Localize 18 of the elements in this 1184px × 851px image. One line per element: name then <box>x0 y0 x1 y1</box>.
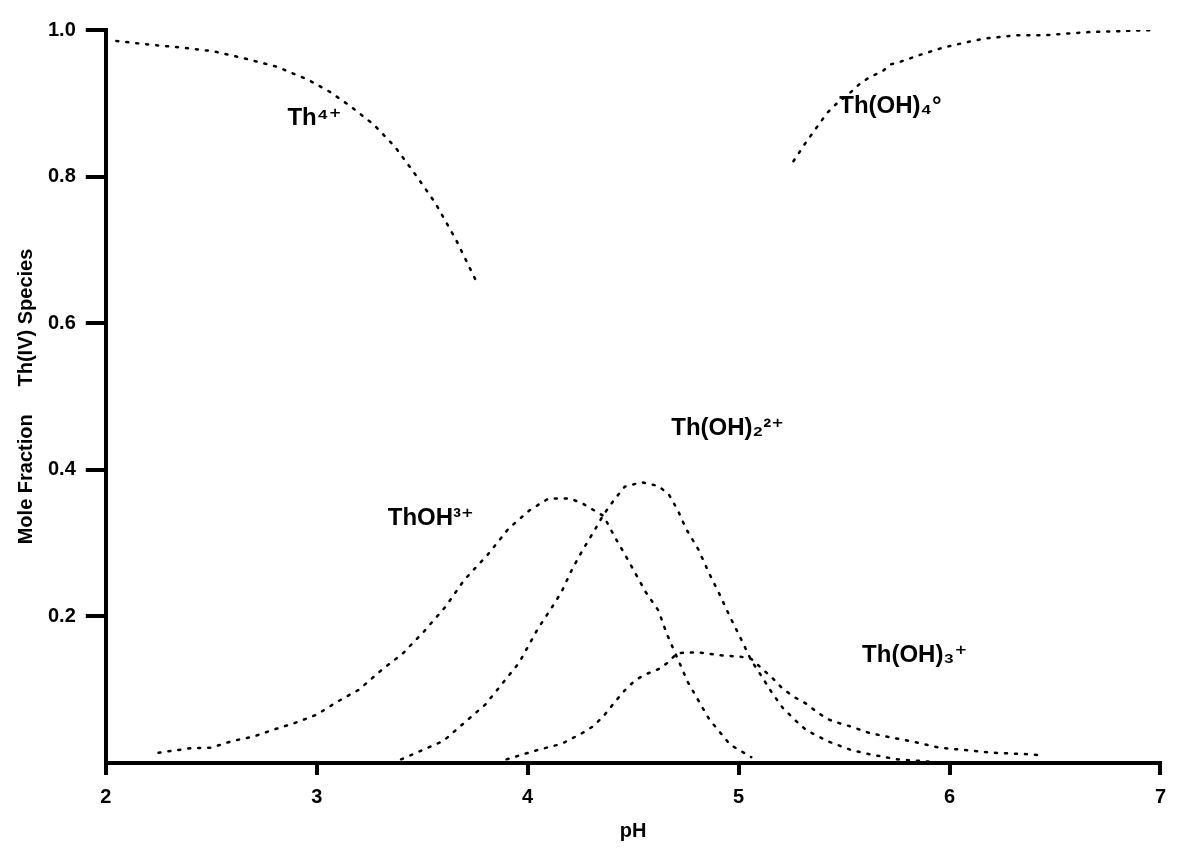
y-tick-label: 0.2 <box>47 603 76 626</box>
series-label: ThOH³⁺ <box>387 503 474 531</box>
x-tick-label: 4 <box>522 784 535 807</box>
y-tick-label: 0.8 <box>47 164 76 187</box>
y-tick-label: 0.6 <box>47 310 76 333</box>
series-label: Th⁴⁺ <box>287 103 342 131</box>
x-tick-label: 3 <box>311 784 323 807</box>
x-axis-title: pH <box>619 818 647 841</box>
x-tick-label: 2 <box>100 784 112 807</box>
series-label: Th(OH)₄° <box>839 91 942 119</box>
y-axis-title: Mole Fraction Th(IV) Species <box>13 248 36 545</box>
x-tick-label: 7 <box>1154 784 1166 807</box>
y-tick-label: 1.0 <box>47 17 76 40</box>
series-label: Th(OH)₂²⁺ <box>671 412 784 440</box>
text: Th(OH)₃⁺ <box>862 639 968 667</box>
x-tick-label: 6 <box>943 784 956 807</box>
y-tick-label: 0.4 <box>47 457 77 480</box>
x-tick-label: 5 <box>733 784 745 807</box>
